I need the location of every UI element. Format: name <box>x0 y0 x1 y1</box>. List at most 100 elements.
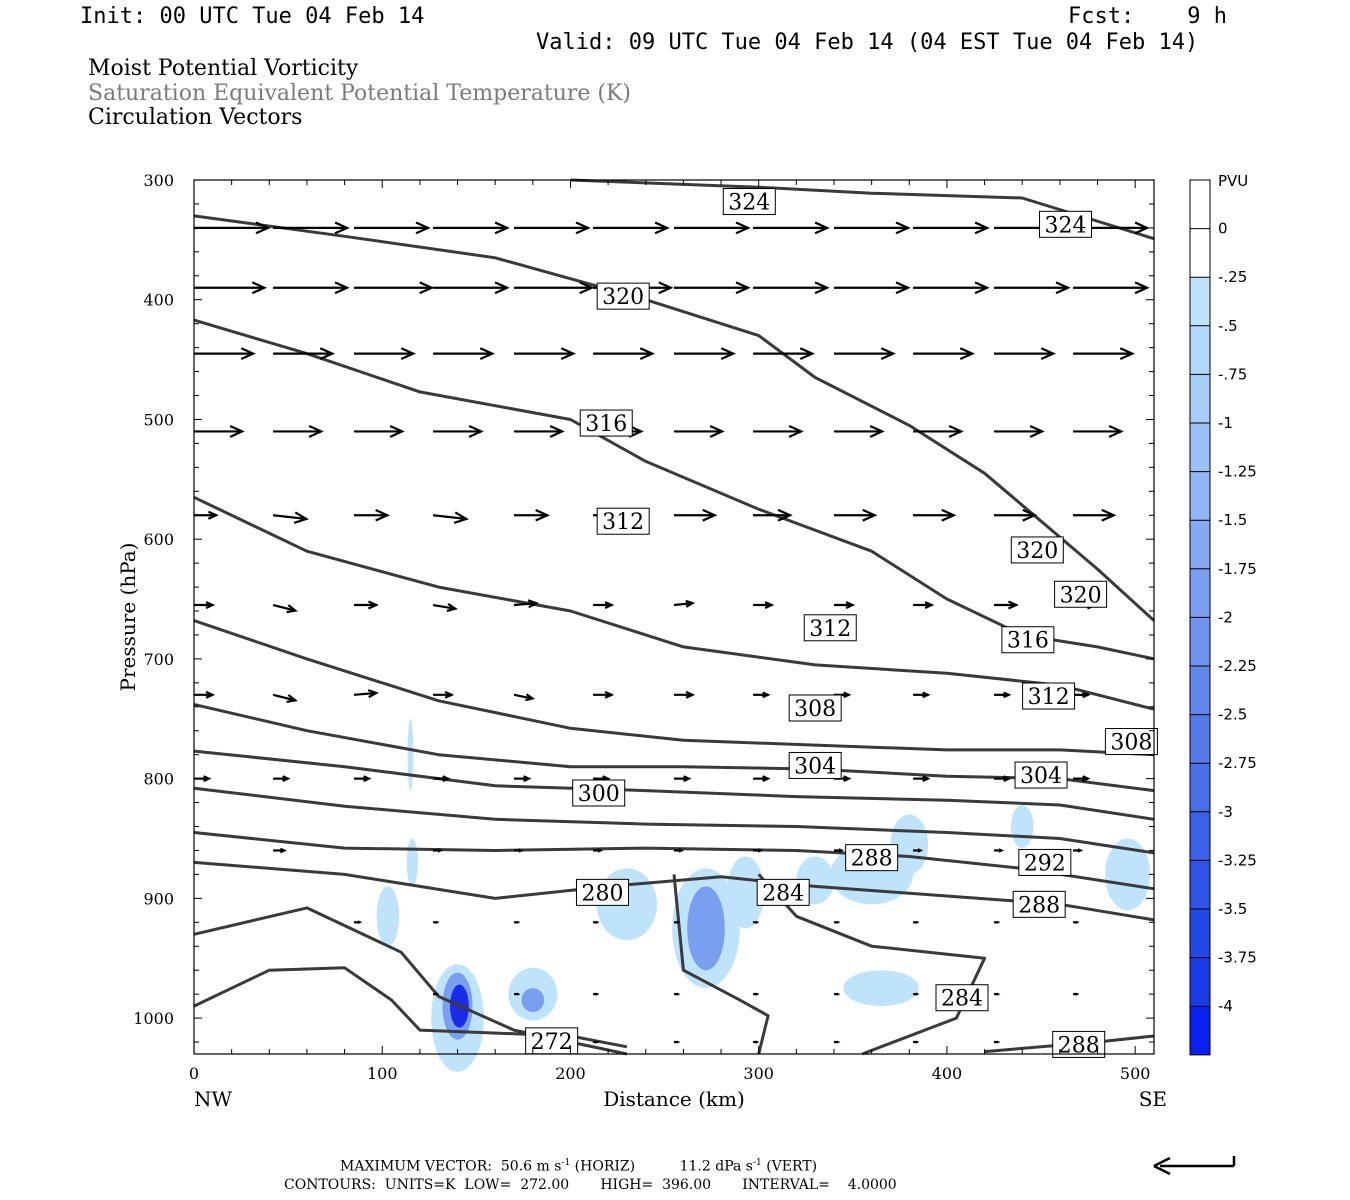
vector-arrow <box>514 508 550 522</box>
vector-head <box>286 694 298 704</box>
vector-head <box>948 425 964 438</box>
pv-region-8 <box>726 856 765 929</box>
vector-head <box>835 992 841 996</box>
vector-arrow <box>674 1040 681 1044</box>
vector-head <box>917 848 924 853</box>
vector-head <box>924 601 935 609</box>
contour-label: 320 <box>1010 536 1064 564</box>
vector-head <box>515 992 521 996</box>
vector-head <box>814 281 830 295</box>
vector-head <box>515 920 521 924</box>
vector-arrow <box>994 848 1005 853</box>
max-vector-line: MAXIMUM VECTOR: 50.6 m s-1 (HORIZ) 11.2 … <box>340 1158 817 1175</box>
vector-arrow <box>593 601 615 609</box>
vector-arrow <box>994 992 1001 996</box>
vector-arrow <box>194 347 256 361</box>
vector-arrow <box>514 347 576 361</box>
vector-head <box>777 508 793 522</box>
colorbar-units: PVU <box>1218 172 1248 190</box>
contour-label-text: 316 <box>585 412 627 437</box>
vector-arrow <box>272 693 298 704</box>
vector-arrow <box>994 920 1001 924</box>
vector-head <box>435 920 440 924</box>
contour-label-text: 288 <box>1018 893 1060 918</box>
contour-info: CONTOURS: UNITS=K LOW= 272.00 HIGH= 396.… <box>284 1177 897 1193</box>
colorbar-swatch <box>1190 423 1210 473</box>
vector-arrow <box>273 281 350 295</box>
vector-head <box>843 775 852 782</box>
vector-head <box>1007 600 1019 610</box>
vector-head <box>1055 281 1071 295</box>
vector-head <box>685 690 696 699</box>
vector-head <box>735 281 751 295</box>
vector-head <box>1082 775 1091 782</box>
vector-arrow <box>272 603 298 614</box>
vert-exponent: -1 <box>752 1158 762 1168</box>
pv-region-14 <box>406 838 418 887</box>
vector-head <box>595 992 600 996</box>
y-tick-label: 1000 <box>133 1009 174 1028</box>
vector-arrow <box>994 691 1012 699</box>
vector-head <box>446 603 458 612</box>
vector-head <box>757 848 764 853</box>
contour-label-text: 324 <box>1045 213 1087 238</box>
vector-head <box>494 221 510 235</box>
vector-arrow <box>753 221 830 235</box>
vector-arrow <box>1073 775 1091 782</box>
vector-head <box>995 1040 1001 1044</box>
vector-arrow <box>514 281 595 295</box>
vector-arrow <box>432 603 458 612</box>
vector-head <box>357 920 363 925</box>
vector-shaft <box>673 602 693 607</box>
vector-arrow <box>194 221 271 235</box>
title-vectors: Circulation Vectors <box>88 105 303 130</box>
vector-arrow <box>354 347 416 361</box>
vector-arrow <box>834 1040 841 1044</box>
vector-arrow <box>994 281 1071 295</box>
vector-head <box>527 599 539 609</box>
x-tick-label: 500 <box>1120 1064 1151 1083</box>
contour-label: 284 <box>756 878 810 906</box>
vector-head <box>1119 347 1135 361</box>
vector-head <box>1003 775 1012 782</box>
vector-head <box>282 775 291 782</box>
vector-arrow <box>913 221 990 235</box>
x-end-label-nw: NW <box>194 1087 233 1111</box>
colorbar-swatch <box>1190 811 1210 861</box>
max-vector-vert: 11.2 dPa s <box>679 1158 753 1175</box>
pv-colorbar: PVU 0 -.25 -.5 -.75 -1 -1.25 -1.5 -1.75 -2 -2.25 -2… <box>1189 172 1257 1056</box>
contour-label-text: 316 <box>1007 629 1049 654</box>
colorbar-label: -2.5 <box>1218 706 1247 724</box>
vector-arrow <box>194 281 267 295</box>
vector-arrow <box>913 775 931 782</box>
pv-region-16 <box>407 718 414 791</box>
vector-arrow <box>674 920 681 924</box>
contour-label: 324 <box>1039 210 1093 238</box>
colorbar-label: -.75 <box>1218 365 1247 383</box>
colorbar-label: -1.25 <box>1218 463 1257 481</box>
contour-label-box <box>1052 1030 1106 1058</box>
vector-head <box>1075 920 1080 924</box>
vector-arrow <box>753 691 771 699</box>
contour-label-text: 320 <box>602 285 644 310</box>
vector-head <box>762 691 771 699</box>
horiz-tag: (HORIZ) <box>574 1158 636 1175</box>
vector-arrow <box>273 347 335 361</box>
colorbar-label: -3 <box>1218 803 1233 821</box>
vector-head <box>523 775 532 782</box>
vector-head <box>843 691 852 699</box>
contour-label: 288 <box>1012 890 1066 918</box>
pv-region-4 <box>521 988 545 1013</box>
vector-arrow <box>834 920 841 924</box>
x-axis-label: Distance (km) <box>603 1087 745 1111</box>
vector-shaft <box>432 603 456 610</box>
contour-label-box <box>788 694 842 722</box>
contour-label-box <box>1010 536 1064 564</box>
colorbar-swatch <box>1190 666 1210 716</box>
vector-head <box>419 281 435 295</box>
theta-es-contour-284-11 <box>672 874 770 1055</box>
colorbar-label: -3.5 <box>1218 900 1247 918</box>
vector-head <box>838 848 845 853</box>
vector-head <box>1101 508 1117 522</box>
vector-head <box>799 347 815 361</box>
